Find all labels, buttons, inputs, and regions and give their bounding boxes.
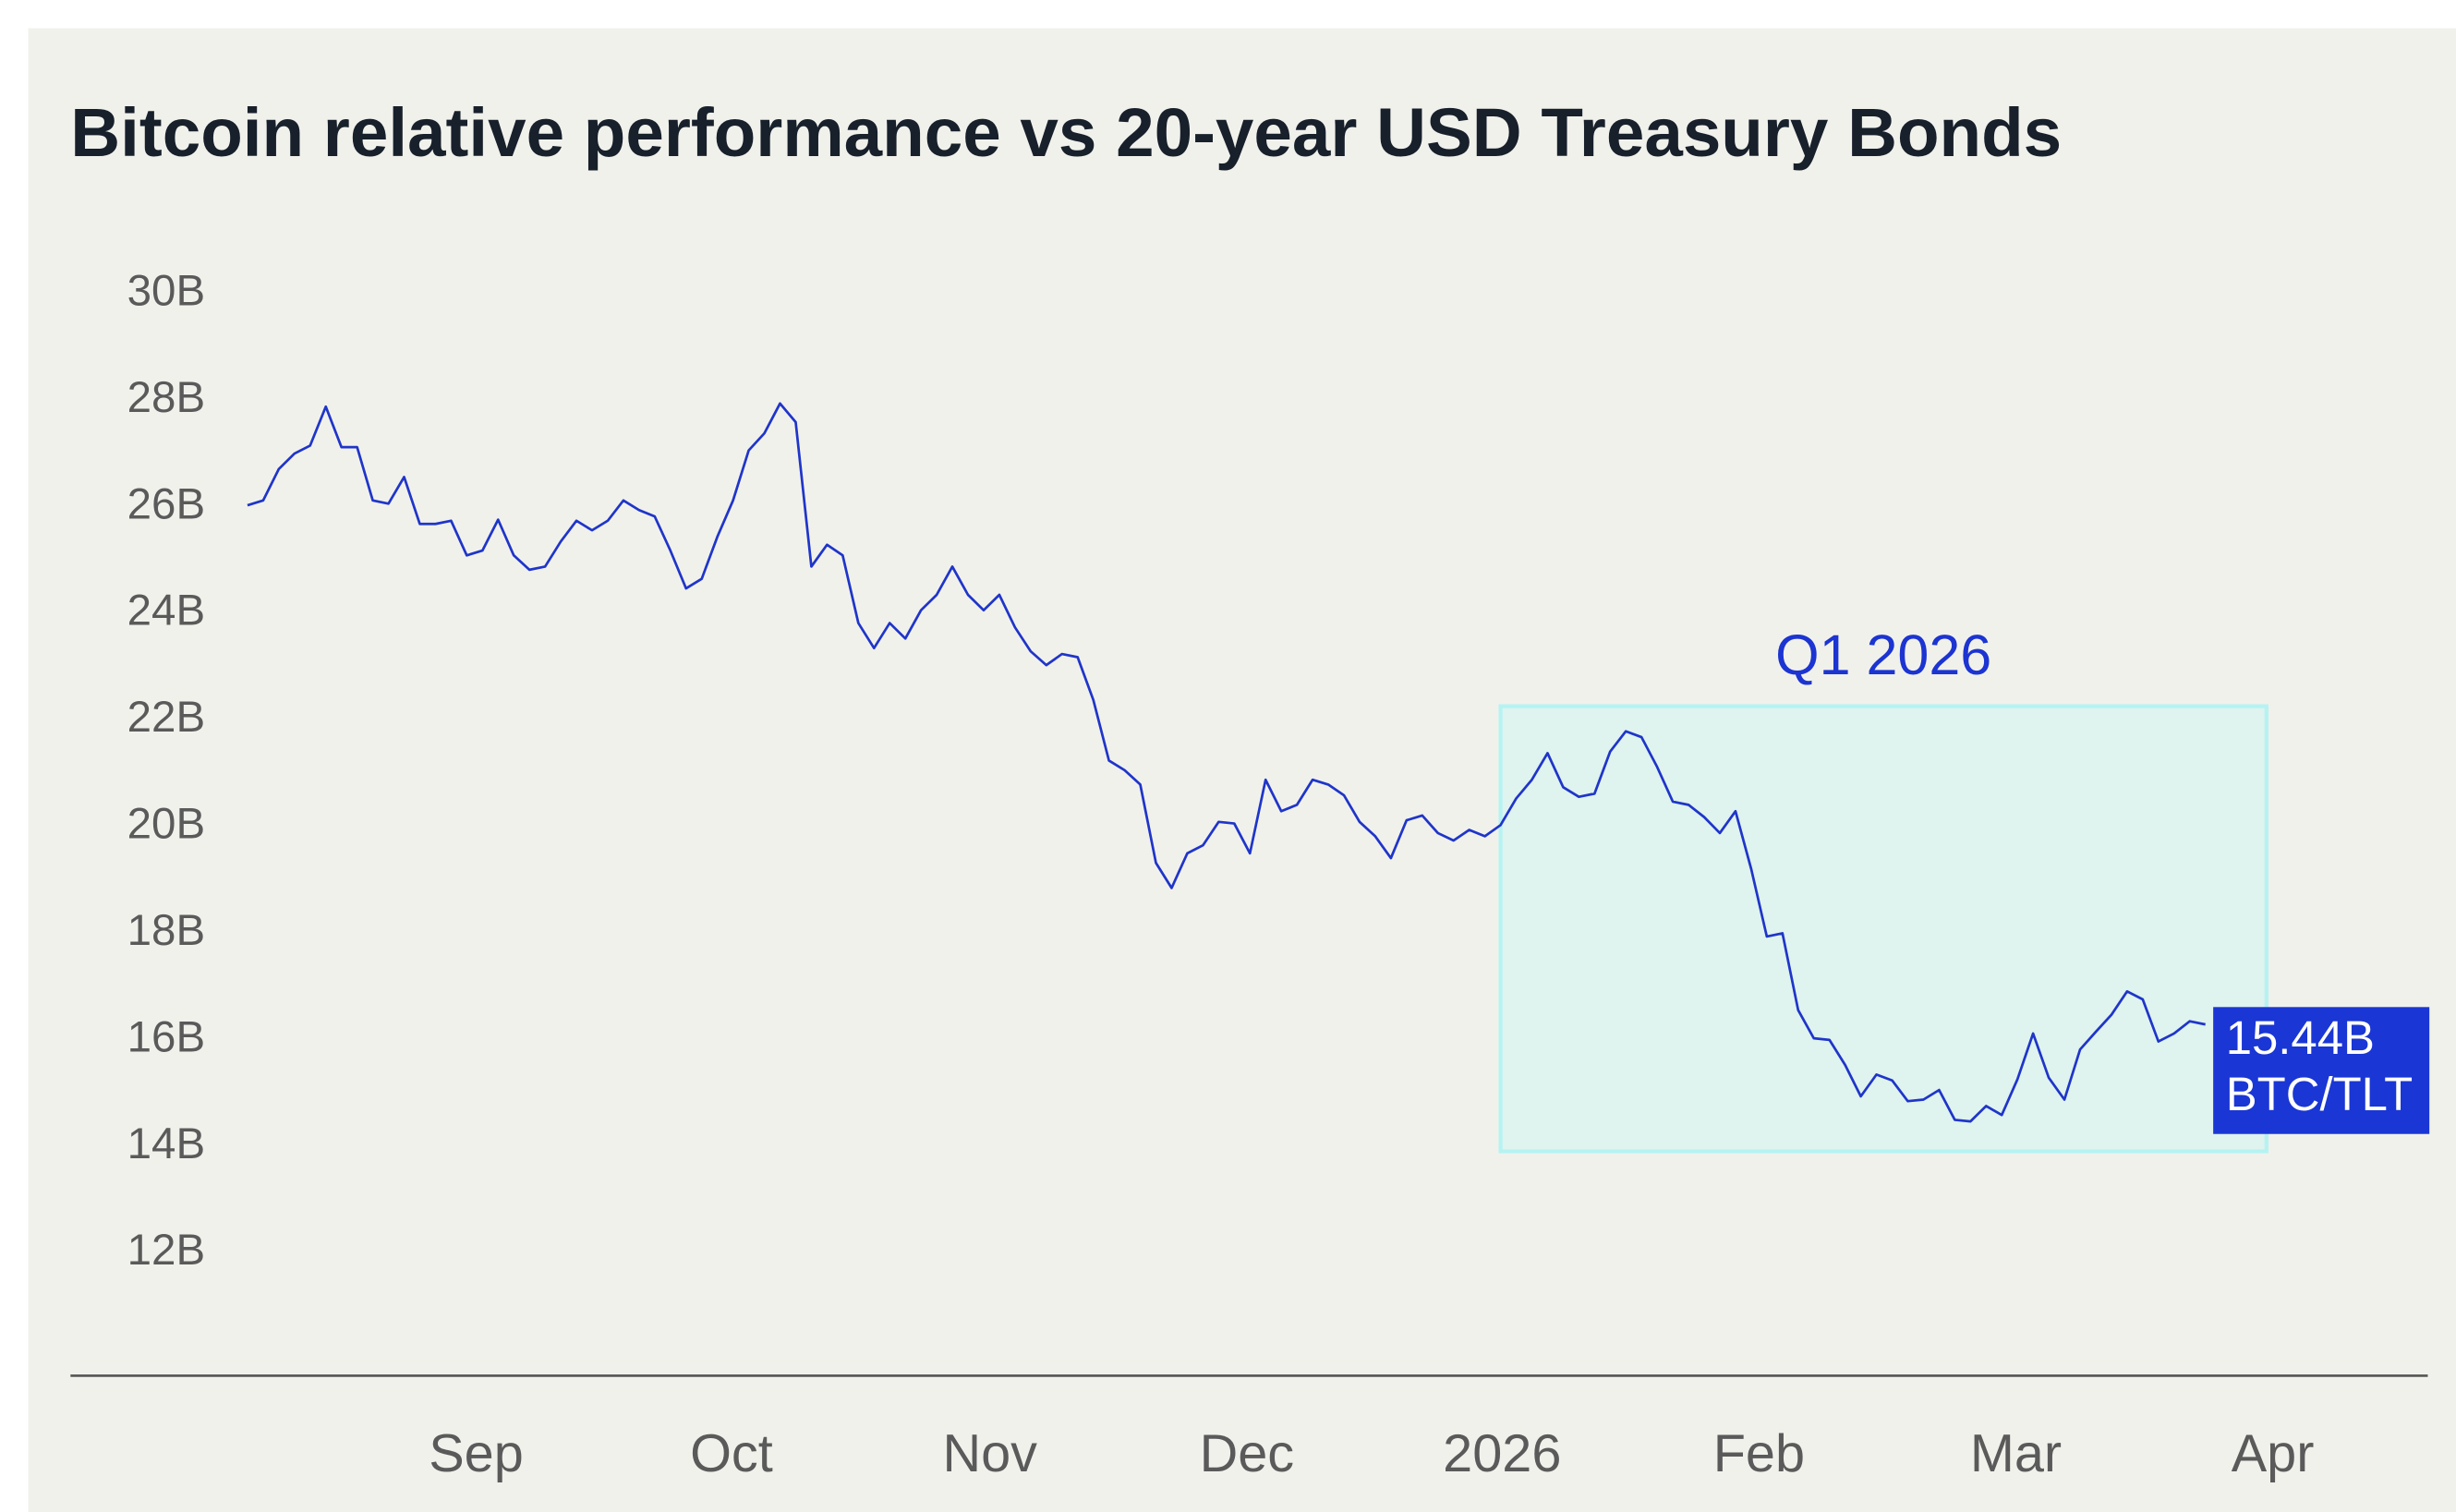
x-tick-label: Nov — [942, 1424, 1037, 1483]
chart-title: Bitcoin relative performance vs 20-year … — [70, 93, 2062, 171]
line-series — [247, 402, 2206, 1123]
x-tick-label: Sep — [429, 1424, 524, 1483]
y-tick-label: 26B — [127, 479, 205, 528]
highlight-region — [1498, 704, 2268, 1154]
x-tick-label: Oct — [690, 1424, 773, 1483]
x-tick-label: Apr — [2232, 1424, 2315, 1483]
end-label-box — [2213, 1007, 2430, 1134]
y-tick-label: 24B — [127, 587, 205, 635]
y-tick-label: 14B — [127, 1119, 205, 1168]
x-tick-label: Mar — [1970, 1424, 2062, 1483]
y-tick-label: 28B — [127, 373, 205, 422]
end-label-value: 15.44B — [2226, 1011, 2375, 1064]
y-tick-label: 12B — [127, 1226, 205, 1275]
x-tick-label: Dec — [1200, 1424, 1295, 1483]
y-tick-label: 20B — [127, 800, 205, 849]
end-label-name: BTC/TLT — [2226, 1068, 2414, 1120]
y-tick-label: 18B — [127, 906, 205, 955]
highlight-label: Q1 2026 — [1775, 623, 1991, 686]
y-tick-label: 30B — [127, 266, 205, 315]
y-tick-label: 22B — [127, 693, 205, 742]
x-tick-label: 2026 — [1443, 1424, 1561, 1483]
x-tick-label: Feb — [1713, 1424, 1805, 1483]
y-tick-label: 16B — [127, 1012, 205, 1061]
